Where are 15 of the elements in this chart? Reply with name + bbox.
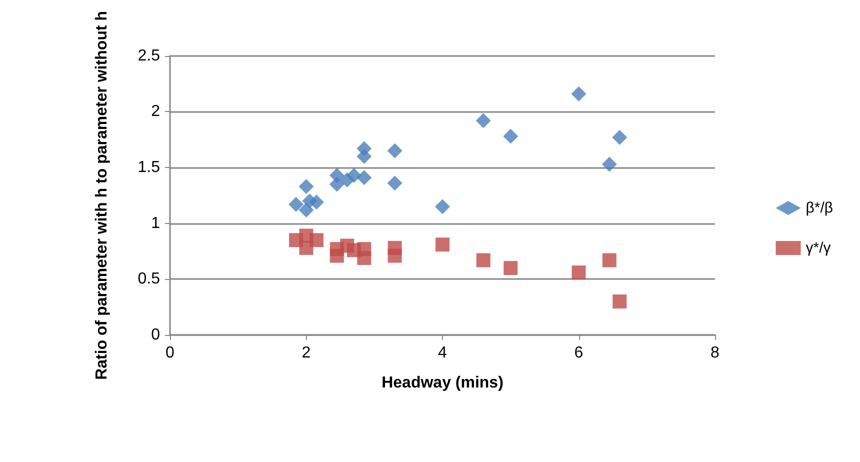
x-tick-label: 0 (166, 344, 175, 362)
x-tick-label: 8 (710, 344, 720, 362)
y-axis-title: Ratio of parameter with h to parameter without h (94, 11, 110, 380)
x-axis-title: Headway (mins) (382, 374, 504, 392)
legend-label: γ*/γ (806, 240, 832, 256)
y-tick-label: 0.5 (138, 270, 160, 288)
x-tick-label: 6 (574, 344, 584, 362)
y-tick-label: 1 (151, 214, 160, 232)
y-tick-label: 0 (151, 326, 160, 344)
x-tick-label: 4 (438, 344, 448, 362)
y-tick-label: 2 (151, 103, 160, 120)
x-tick-label: 2 (302, 344, 311, 362)
legend-label: β*/β (806, 200, 834, 216)
y-tick-label: 2.5 (138, 47, 160, 64)
y-tick-label: 1.5 (138, 159, 160, 176)
